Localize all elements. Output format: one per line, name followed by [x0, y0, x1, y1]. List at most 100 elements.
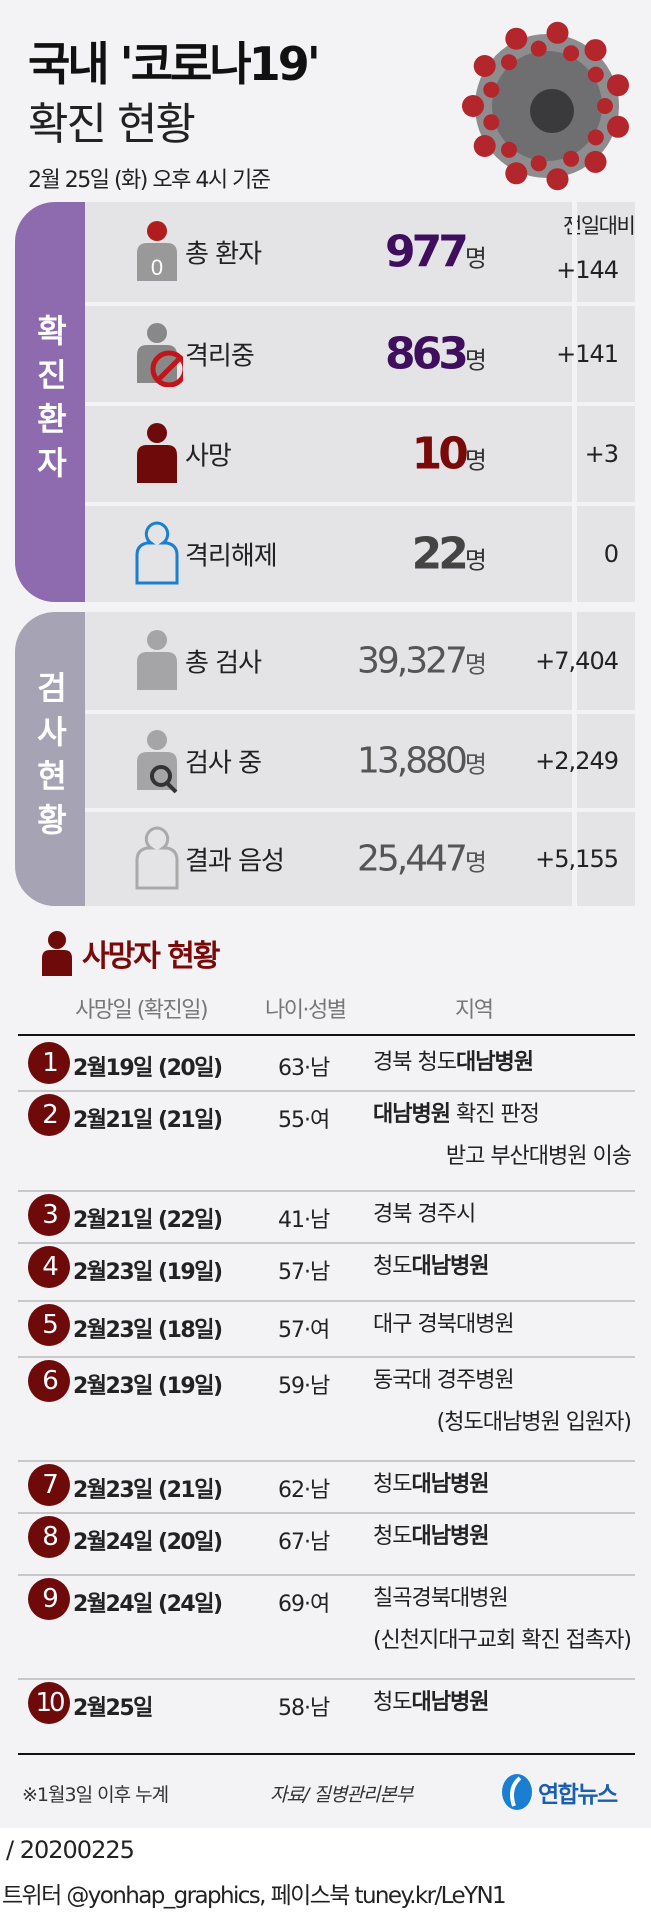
row-label: 격리해제: [185, 541, 278, 572]
row-change: +141: [556, 340, 619, 368]
social-links: 트위터 @yonhap_graphics, 페이스북 tuney.kr/LeYN…: [2, 1883, 507, 1909]
spike-protein: [607, 115, 629, 138]
value-number: 22: [411, 528, 469, 580]
region: 경북 청도대남병원: [373, 1040, 534, 1086]
age-sex: 41·남: [278, 1208, 330, 1233]
spike-protein: [462, 95, 484, 117]
value-unit: 명: [464, 446, 487, 475]
spike-protein: [597, 98, 613, 114]
age-sex: 69·여: [278, 1592, 330, 1617]
death-date: 2월25일: [73, 1696, 153, 1721]
age-sex: 59·남: [278, 1374, 330, 1399]
row-divider: [18, 1512, 635, 1514]
coronavirus-icon: [462, 21, 629, 191]
region-text: 대구 경북대병원: [373, 1312, 515, 1337]
death-date: 2월21일 (21일): [73, 1108, 223, 1133]
yonhap-logo-text: 연합뉴스: [538, 1782, 618, 1808]
spike-protein: [530, 40, 547, 57]
spike-protein: [587, 66, 604, 83]
death-date: 2월23일 (21일): [73, 1478, 223, 1503]
tests-row: 검사 중 13,880명 +2,249: [85, 710, 635, 808]
row-change: +2,249: [535, 747, 619, 775]
death-row: 3 2월21일 (22일) 41·남 경북 경주시: [18, 1192, 635, 1238]
spike-protein: [563, 45, 580, 62]
column-divider: [572, 812, 577, 906]
spike-protein: [483, 81, 500, 98]
value-number: 977: [385, 226, 469, 278]
person-outline-gray-icon: [135, 826, 179, 890]
region: 동국대 경주병원: [373, 1358, 515, 1404]
row-divider: [18, 1678, 635, 1680]
row-value: 13,880명: [357, 741, 487, 782]
reference-date: 2월 25일 (화) 오후 4시 기준: [28, 168, 271, 193]
tests-panel: 검사현황 총 검사 39,327명 +7,404 검사 중 13,880명 +2…: [15, 612, 635, 906]
death-row: 6 2월23일 (19일) 59·남 동국대 경주병원 (청도대남병원 입원자): [18, 1358, 635, 1435]
spike-protein: [483, 114, 500, 131]
value-unit: 명: [464, 848, 487, 877]
region: 대남병원 확진 판정: [373, 1092, 540, 1138]
region-text: 경북 청도: [373, 1050, 457, 1075]
value-number: 25,447: [356, 838, 468, 880]
column-divider: [572, 714, 577, 808]
row-number-badge: 2: [28, 1094, 70, 1136]
region: 청도대남병원: [373, 1244, 489, 1290]
death-row: 8 2월24일 (20일) 67·남 청도대남병원: [18, 1514, 635, 1560]
value-unit: 명: [464, 546, 487, 575]
age-sex: 57·여: [278, 1318, 330, 1343]
value-number: 863: [385, 328, 469, 380]
row-number-badge: 3: [28, 1194, 70, 1236]
yonhap-logo-icon: [502, 1774, 532, 1810]
death-row: 10 2월25일 58·남 청도대남병원: [18, 1680, 635, 1726]
title-line1: 국내 '코로나19': [28, 37, 321, 91]
row-label: 격리중: [185, 341, 255, 372]
age-sex: 62·남: [278, 1478, 330, 1503]
age-sex: 67·남: [278, 1530, 330, 1555]
row-number-badge: 9: [28, 1578, 70, 1620]
row-divider: [18, 1460, 635, 1462]
row-value: 10명: [412, 429, 487, 480]
death-date: 2월23일 (18일): [73, 1318, 223, 1343]
row-divider: [18, 1356, 635, 1358]
row-change: +5,155: [535, 845, 619, 873]
spike-protein: [546, 21, 569, 44]
region: 청도대남병원: [373, 1680, 489, 1726]
spike-protein: [473, 55, 496, 77]
death-date: 2월24일 (20일): [73, 1530, 223, 1555]
value-number: 13,880: [356, 740, 468, 782]
confirmed-cases-panel: 확진환자 전일대비 0 총 환자 977명 +144 격리중 863명 +141…: [15, 202, 635, 602]
person-search-icon: [137, 730, 178, 794]
region-hospital: 대남병원: [373, 1102, 451, 1127]
spike-protein: [473, 135, 496, 157]
col-header-date: 사망일 (확진일): [75, 998, 209, 1023]
footnote: ※1월3일 이후 누계: [22, 1784, 169, 1806]
deaths-title: 사망자 현황: [82, 939, 220, 974]
confirmed-row: 0 총 환자 977명 +144: [85, 202, 635, 302]
region-text: 경북 경주시: [373, 1202, 476, 1227]
spike-protein: [587, 129, 604, 146]
yonhap-logo: 연합뉴스: [500, 1772, 618, 1812]
row-number-badge: 5: [28, 1304, 70, 1346]
column-divider: [572, 306, 577, 402]
value-unit: 명: [464, 346, 487, 375]
title-line2: 확진 현황: [28, 99, 196, 150]
row-value: 39,327명: [357, 641, 487, 682]
region: 청도대남병원: [373, 1514, 489, 1560]
row-value: 22명: [412, 529, 487, 580]
region-text: 동국대 경주병원: [373, 1368, 515, 1393]
row-change: +3: [584, 440, 619, 468]
row-divider: [18, 1190, 635, 1192]
row-value: 863명: [385, 329, 487, 380]
region-text: 청도: [373, 1690, 412, 1715]
value-unit: 명: [464, 650, 487, 679]
row-number-badge: 10: [28, 1682, 70, 1724]
tests-row: 총 검사 39,327명 +7,404: [85, 612, 635, 710]
death-date: 2월23일 (19일): [73, 1374, 223, 1399]
death-date: 2월24일 (24일): [73, 1592, 223, 1617]
row-change: 0: [603, 540, 619, 568]
death-row: 2 2월21일 (21일) 55·여 대남병원 확진 판정 받고 부산대병원 이송: [18, 1092, 635, 1169]
region-line2: (청도대남병원 입원자): [436, 1410, 632, 1435]
table-bottom-rule: [18, 1753, 635, 1755]
age-sex: 55·여: [278, 1108, 330, 1133]
region: 대구 경북대병원: [373, 1302, 515, 1348]
row-label: 결과 음성: [185, 846, 285, 877]
